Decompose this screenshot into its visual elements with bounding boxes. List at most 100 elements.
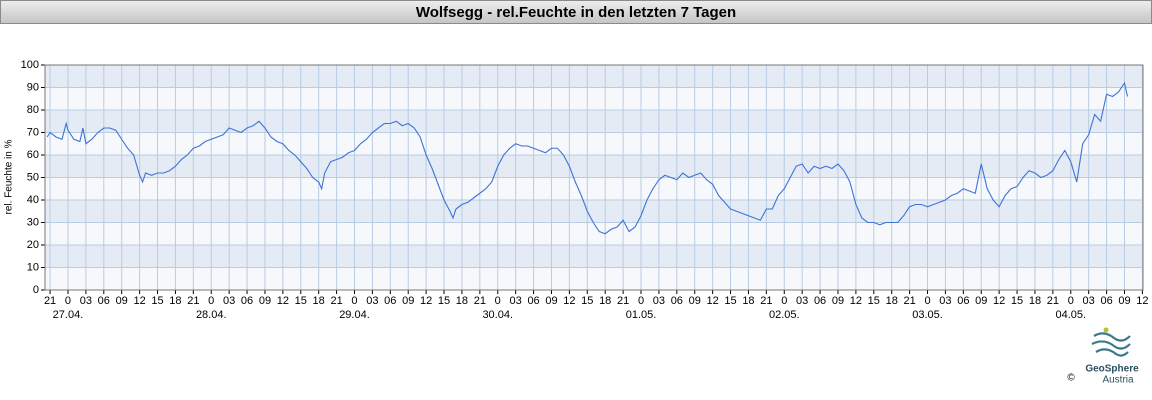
- x-tick-label: 09: [975, 295, 987, 307]
- y-tick-label: 100: [21, 59, 39, 71]
- x-tick-label: 0: [65, 295, 71, 307]
- x-tick-label: 06: [241, 295, 253, 307]
- x-tick-label: 15: [295, 295, 307, 307]
- chart-title: Wolfsegg - rel.Feuchte in den letzten 7 …: [416, 4, 736, 21]
- x-tick-label: 09: [1118, 295, 1130, 307]
- x-tick-label: 06: [384, 295, 396, 307]
- x-tick-label: 18: [456, 295, 468, 307]
- y-tick-label: 60: [27, 149, 39, 161]
- x-tick-label: 06: [1100, 295, 1112, 307]
- x-tick-label: 03: [366, 295, 378, 307]
- x-tick-label: 06: [98, 295, 110, 307]
- x-tick-label: 03: [796, 295, 808, 307]
- x-tick-label: 15: [151, 295, 163, 307]
- x-tick-label: 03: [510, 295, 522, 307]
- y-tick-label: 0: [33, 284, 39, 296]
- x-tick-label: 21: [760, 295, 772, 307]
- band: [45, 87, 1143, 110]
- y-tick-label: 20: [27, 239, 39, 251]
- date-label: 28.04.: [196, 309, 227, 321]
- x-tick-label: 0: [208, 295, 214, 307]
- band: [45, 65, 1143, 88]
- x-tick-label: 18: [886, 295, 898, 307]
- x-tick-label: 06: [671, 295, 683, 307]
- date-label: 02.05.: [769, 309, 800, 321]
- x-tick-label: 03: [939, 295, 951, 307]
- x-tick-label: 18: [169, 295, 181, 307]
- x-tick-label: 15: [438, 295, 450, 307]
- x-tick-label: 21: [474, 295, 486, 307]
- x-tick-label: 03: [223, 295, 235, 307]
- band: [45, 222, 1143, 245]
- x-tick-label: 0: [638, 295, 644, 307]
- logo-dot: [1103, 327, 1109, 333]
- logo-sub: Austria: [1102, 375, 1134, 386]
- x-tick-label: 06: [957, 295, 969, 307]
- band: [45, 200, 1143, 223]
- x-tick-label: 18: [742, 295, 754, 307]
- x-tick-label: 12: [993, 295, 1005, 307]
- x-tick-label: 21: [330, 295, 342, 307]
- x-tick-label: 09: [402, 295, 414, 307]
- date-label: 30.04.: [482, 309, 513, 321]
- band: [45, 132, 1143, 155]
- x-tick-label: 09: [689, 295, 701, 307]
- x-tick-label: 12: [850, 295, 862, 307]
- date-label: 27.04.: [53, 309, 84, 321]
- x-tick-label: 18: [1029, 295, 1041, 307]
- x-tick-label: 0: [924, 295, 930, 307]
- x-tick-label: 06: [814, 295, 826, 307]
- x-tick-label: 15: [1011, 295, 1023, 307]
- x-tick-label: 21: [903, 295, 915, 307]
- band: [45, 267, 1143, 290]
- x-tick-label: 18: [599, 295, 611, 307]
- x-tick-label: 09: [545, 295, 557, 307]
- x-tick-label: 06: [527, 295, 539, 307]
- x-tick-label: 09: [259, 295, 271, 307]
- y-tick-label: 10: [27, 261, 39, 273]
- date-label: 03.05.: [912, 309, 943, 321]
- y-tick-label: 50: [27, 171, 39, 183]
- x-tick-label: 21: [187, 295, 199, 307]
- band: [45, 155, 1143, 178]
- x-tick-label: 12: [133, 295, 145, 307]
- x-tick-label: 03: [1083, 295, 1095, 307]
- x-tick-label: 21: [1047, 295, 1059, 307]
- logo: GeoSphere Austria ©: [1067, 327, 1139, 386]
- y-tick-label: 80: [27, 104, 39, 116]
- x-tick-label: 15: [868, 295, 880, 307]
- x-tick-label: 12: [1136, 295, 1148, 307]
- y-tick-label: 30: [27, 216, 39, 228]
- x-tick-label: 09: [832, 295, 844, 307]
- date-label: 01.05.: [626, 309, 657, 321]
- date-label: 29.04.: [339, 309, 370, 321]
- x-tick-label: 0: [351, 295, 357, 307]
- y-axis-label: rel. Feuchte in %: [4, 139, 15, 214]
- data-line: [46, 81, 1129, 235]
- x-tick-label: 18: [313, 295, 325, 307]
- y-tick-label: 40: [27, 194, 39, 206]
- x-tick-label: 21: [617, 295, 629, 307]
- band: [45, 110, 1143, 133]
- x-tick-label: 03: [653, 295, 665, 307]
- x-tick-label: 09: [116, 295, 128, 307]
- band: [45, 245, 1143, 268]
- x-tick-label: 21: [44, 295, 56, 307]
- x-tick-label: 15: [581, 295, 593, 307]
- date-label: 04.05.: [1055, 309, 1086, 321]
- logo-name: GeoSphere: [1085, 364, 1139, 375]
- x-tick-label: 0: [1068, 295, 1074, 307]
- y-tick-label: 90: [27, 81, 39, 93]
- x-tick-label: 12: [277, 295, 289, 307]
- copyright: ©: [1067, 373, 1075, 384]
- x-tick-label: 0: [781, 295, 787, 307]
- x-tick-label: 15: [724, 295, 736, 307]
- plot-frame: [44, 64, 1144, 291]
- x-tick-label: 0: [495, 295, 501, 307]
- x-tick-label: 12: [563, 295, 575, 307]
- logo-mark: [1091, 332, 1131, 357]
- x-tick-label: 12: [420, 295, 432, 307]
- x-tick-label: 03: [80, 295, 92, 307]
- x-tick-label: 12: [707, 295, 719, 307]
